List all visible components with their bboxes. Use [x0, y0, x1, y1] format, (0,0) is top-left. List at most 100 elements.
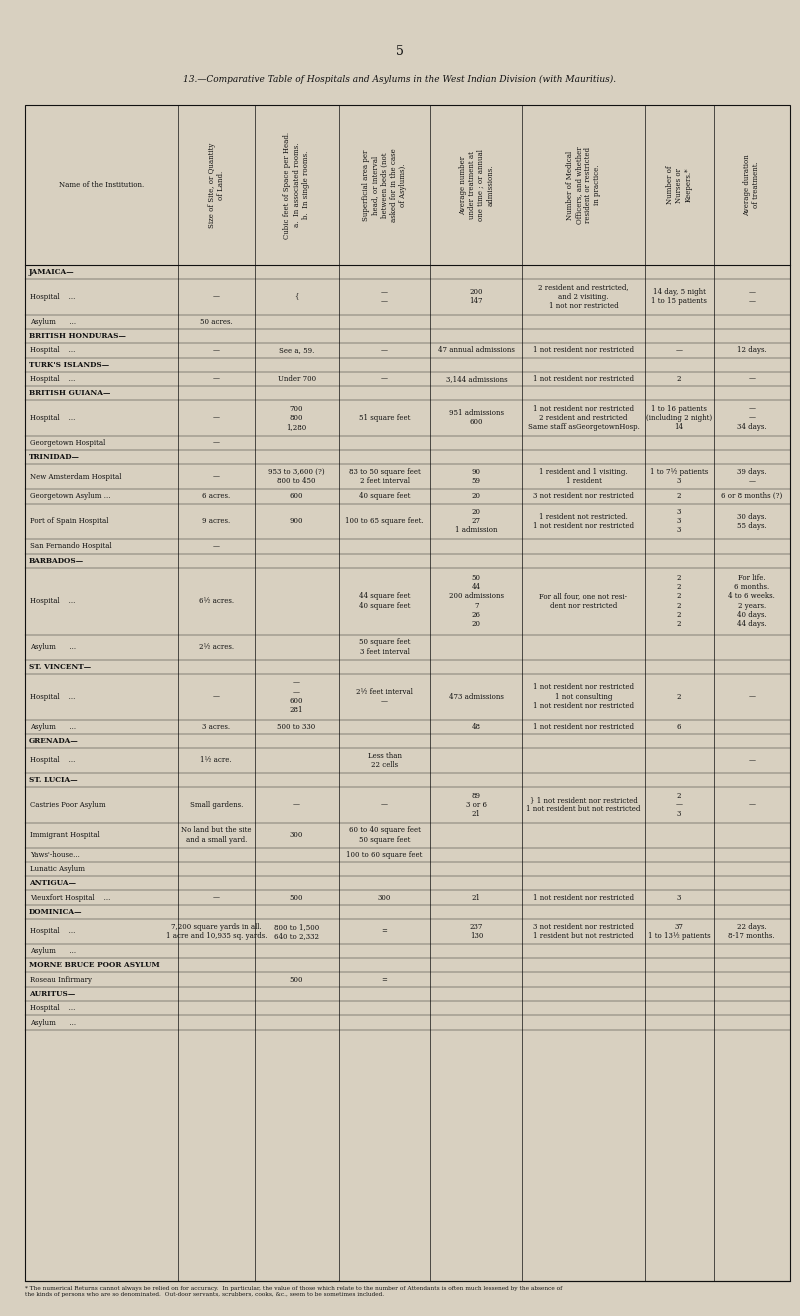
Text: 89
3 or 6
21: 89 3 or 6 21 — [466, 791, 487, 819]
Text: =: = — [382, 928, 387, 936]
Text: —: — — [213, 894, 220, 901]
Text: —: — — [293, 800, 300, 809]
Text: —: — — [213, 692, 220, 700]
Text: Hospital    ...: Hospital ... — [30, 597, 75, 605]
Text: Hospital    ...: Hospital ... — [30, 375, 75, 383]
Text: 1 to 16 patients
(including 2 night)
14: 1 to 16 patients (including 2 night) 14 — [646, 404, 712, 430]
Text: Roseau Infirmary: Roseau Infirmary — [30, 975, 92, 984]
Text: Under 700: Under 700 — [278, 375, 316, 383]
Text: 1 not resident nor restricted
1 not consulting
1 not resident nor restricted: 1 not resident nor restricted 1 not cons… — [533, 683, 634, 709]
Text: 7,200 square yards in all.
1 acre and 10,935 sq. yards.: 7,200 square yards in all. 1 acre and 10… — [166, 923, 267, 940]
Text: 2
2
2
2
2
2: 2 2 2 2 2 2 — [677, 574, 682, 628]
Text: 20
27
1 admission: 20 27 1 admission — [455, 508, 498, 534]
Text: Hospital    ...: Hospital ... — [30, 928, 75, 936]
Text: —: — — [675, 346, 682, 354]
Text: —: — — [748, 800, 755, 809]
Text: 1 resident and 1 visiting.
1 resident: 1 resident and 1 visiting. 1 resident — [539, 468, 628, 486]
Text: 953 to 3,600 (?)
800 to 450: 953 to 3,600 (?) 800 to 450 — [268, 468, 325, 486]
Text: Hospital    ...: Hospital ... — [30, 692, 75, 700]
Text: 6 acres.: 6 acres. — [202, 492, 230, 500]
Text: 300: 300 — [378, 894, 391, 901]
Text: 2: 2 — [677, 375, 682, 383]
Text: =: = — [382, 975, 387, 984]
Text: See a, 59.: See a, 59. — [279, 346, 314, 354]
Text: Number of Medical
Officers, and whether
resident or restricted
in practice.: Number of Medical Officers, and whether … — [566, 146, 602, 224]
Text: —: — — [213, 375, 220, 383]
Text: Name of the Institution.: Name of the Institution. — [59, 182, 144, 190]
Text: —: — — [748, 375, 755, 383]
Text: BRITISH HONDURAS—: BRITISH HONDURAS— — [29, 332, 126, 340]
Text: 50 acres.: 50 acres. — [200, 317, 233, 326]
Text: 37
1 to 13½ patients: 37 1 to 13½ patients — [648, 923, 710, 940]
Text: 14 day, 5 night
1 to 15 patients: 14 day, 5 night 1 to 15 patients — [651, 288, 707, 305]
Text: —
—
600
281: — — 600 281 — [290, 679, 303, 715]
Text: 3 not resident nor restricted: 3 not resident nor restricted — [533, 492, 634, 500]
Text: —: — — [381, 346, 388, 354]
Text: Hospital    ...: Hospital ... — [30, 346, 75, 354]
Text: 700
800
1,280: 700 800 1,280 — [286, 404, 306, 430]
Text: ST. LUCIA—: ST. LUCIA— — [29, 776, 78, 784]
Text: 60 to 40 square feet
50 square feet: 60 to 40 square feet 50 square feet — [349, 826, 421, 844]
Text: —: — — [213, 346, 220, 354]
Text: Size of Site, or Quantity
of Land.: Size of Site, or Quantity of Land. — [208, 142, 225, 228]
Text: MORNE BRUCE POOR ASYLUM: MORNE BRUCE POOR ASYLUM — [29, 962, 160, 970]
Text: 3: 3 — [677, 894, 682, 901]
Text: 83 to 50 square feet
2 feet interval: 83 to 50 square feet 2 feet interval — [349, 468, 421, 486]
Text: No land but the site
and a small yard.: No land but the site and a small yard. — [181, 826, 251, 844]
Text: 30 days.
55 days.: 30 days. 55 days. — [737, 513, 766, 530]
Text: } 1 not resident nor restricted
1 not resident but not restricted: } 1 not resident nor restricted 1 not re… — [526, 796, 641, 813]
Text: 200
147: 200 147 — [470, 288, 483, 305]
Text: TURK'S ISLANDS—: TURK'S ISLANDS— — [29, 361, 109, 368]
Text: —: — — [213, 413, 220, 421]
Text: 500 to 330: 500 to 330 — [278, 722, 316, 730]
Text: Cubic feet of Space per Head.
a.  In associated rooms.
b.  In single rooms.: Cubic feet of Space per Head. a. In asso… — [283, 132, 310, 238]
Text: AURITUS—: AURITUS— — [29, 990, 75, 998]
Text: Superficial area per
head, or interval
between beds (not
asked for in the case
o: Superficial area per head, or interval b… — [362, 149, 407, 222]
Text: 2½ feet interval
—: 2½ feet interval — — [356, 688, 413, 705]
Text: Asylum      ...: Asylum ... — [30, 317, 76, 326]
Text: Small gardens.: Small gardens. — [190, 800, 243, 809]
Text: 2 resident and restricted,
and 2 visiting.
1 not nor restricted: 2 resident and restricted, and 2 visitin… — [538, 283, 629, 311]
Text: BARBADOS—: BARBADOS— — [29, 557, 84, 565]
Text: 1 not resident nor restricted: 1 not resident nor restricted — [533, 346, 634, 354]
Text: * The numerical Returns cannot always be relied on for accuracy.  In particular,: * The numerical Returns cannot always be… — [25, 1286, 562, 1296]
Text: {: { — [294, 292, 298, 301]
Text: 5: 5 — [396, 45, 404, 58]
Text: 2: 2 — [677, 692, 682, 700]
Text: 473 admissions: 473 admissions — [449, 692, 504, 700]
Text: Number of
Nurses or
Keepers.*: Number of Nurses or Keepers.* — [666, 166, 692, 204]
Text: 300: 300 — [290, 830, 303, 840]
Text: New Amsterdam Hospital: New Amsterdam Hospital — [30, 472, 122, 480]
Text: 40 square feet: 40 square feet — [359, 492, 410, 500]
Text: Lunatic Asylum: Lunatic Asylum — [30, 865, 85, 874]
Text: DOMINICA—: DOMINICA— — [29, 908, 82, 916]
Text: 1 to 7½ patients
3: 1 to 7½ patients 3 — [650, 468, 708, 486]
Text: Less than
22 cells: Less than 22 cells — [367, 751, 402, 769]
Text: 500: 500 — [290, 975, 303, 984]
Text: GRENADA—: GRENADA— — [29, 737, 78, 745]
Text: Asylum      ...: Asylum ... — [30, 948, 76, 955]
Text: 48: 48 — [472, 722, 481, 730]
Text: 800 to 1,500
640 to 2,332: 800 to 1,500 640 to 2,332 — [274, 923, 319, 940]
Text: ANTIGUA—: ANTIGUA— — [29, 879, 76, 887]
Text: 3 acres.: 3 acres. — [202, 722, 230, 730]
Text: ST. VINCENT—: ST. VINCENT— — [29, 662, 91, 670]
Text: —: — — [213, 472, 220, 480]
Text: 951 admissions
600: 951 admissions 600 — [449, 409, 504, 426]
Text: Asylum      ...: Asylum ... — [30, 1019, 76, 1026]
Text: For all four, one not resi-
dent nor restricted: For all four, one not resi- dent nor res… — [539, 592, 627, 609]
Text: 3
3
3: 3 3 3 — [677, 508, 682, 534]
Text: 1 not resident nor restricted: 1 not resident nor restricted — [533, 894, 634, 901]
Text: —: — — [748, 692, 755, 700]
Text: —: — — [748, 757, 755, 765]
Text: 12 days.: 12 days. — [737, 346, 766, 354]
Bar — [25, 105, 790, 1280]
Text: 1 not resident nor restricted: 1 not resident nor restricted — [533, 722, 634, 730]
Text: Port of Spain Hospital: Port of Spain Hospital — [30, 517, 108, 525]
Text: —: — — [381, 375, 388, 383]
Text: Hospital    ...: Hospital ... — [30, 413, 75, 421]
Text: 90
59: 90 59 — [472, 468, 481, 486]
Text: 2: 2 — [677, 492, 682, 500]
Text: Vieuxfort Hospital    ...: Vieuxfort Hospital ... — [30, 894, 110, 901]
Text: 100 to 60 square feet: 100 to 60 square feet — [346, 850, 422, 859]
